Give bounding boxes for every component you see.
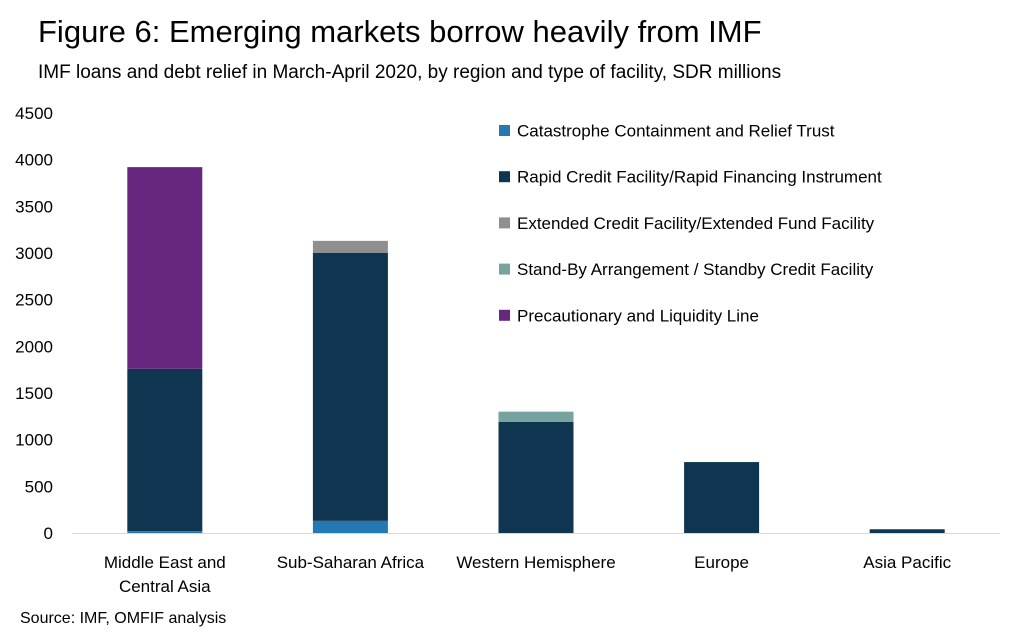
x-tick-label: Sub-Saharan Africa	[277, 553, 425, 572]
bar-segment	[498, 411, 574, 422]
y-tick-label: 1500	[15, 384, 53, 403]
bar-segment	[127, 368, 203, 532]
x-tick-label: Asia Pacific	[863, 553, 951, 572]
y-tick-label: 500	[25, 477, 53, 496]
bar-segment	[869, 529, 945, 533]
legend-label: Catastrophe Containment and Relief Trust	[517, 122, 835, 141]
bar-segment	[312, 520, 388, 533]
bar-stacks	[127, 167, 945, 533]
legend-item: Rapid Credit Facility/Rapid Financing In…	[499, 168, 882, 187]
bar-stack	[498, 411, 574, 533]
legend-swatch	[499, 263, 510, 275]
bar-segment	[127, 167, 203, 369]
y-tick-label: 4500	[15, 104, 53, 123]
legend-label: Extended Credit Facility/Extended Fund F…	[517, 214, 875, 233]
bar-stack	[684, 462, 760, 533]
x-tick-label: Western Hemisphere	[456, 553, 615, 572]
y-tick-label: 2000	[15, 337, 53, 356]
legend-swatch	[499, 217, 510, 229]
bar-segment	[312, 240, 388, 253]
y-axis-tick-labels: 0 500 1000 1500 2000 2500 3000 3500 4000 4500	[15, 104, 53, 543]
chart-title: Figure 6: Emerging markets borrow heavil…	[38, 14, 762, 49]
legend-item: Precautionary and Liquidity Line	[499, 306, 759, 325]
y-tick-label: 2500	[15, 291, 53, 310]
legend-swatch	[499, 171, 510, 183]
y-tick-label: 1000	[15, 431, 53, 450]
bar-stack	[869, 529, 945, 533]
x-axis-tick-labels: Middle East and Central Asia Sub-Saharan A…	[104, 553, 952, 596]
y-tick-label: 4000	[15, 151, 53, 170]
legend-item: Stand-By Arrangement / Standby Credit Fa…	[499, 260, 874, 279]
legend-label: Rapid Credit Facility/Rapid Financing In…	[517, 168, 882, 187]
x-tick-label: Middle East and Central Asia	[104, 553, 226, 596]
legend-swatch	[499, 125, 510, 136]
source-note: Source: IMF, OMFIF analysis	[20, 610, 227, 627]
legend-item: Catastrophe Containment and Relief Trust	[499, 122, 835, 141]
bar-segment	[312, 253, 388, 521]
bar-segment	[498, 421, 574, 533]
y-tick-label: 0	[44, 524, 53, 543]
bar-segment	[684, 462, 760, 533]
bar-stack	[312, 240, 388, 533]
legend-swatch	[499, 309, 510, 321]
legend-label: Stand-By Arrangement / Standby Credit Fa…	[517, 260, 874, 279]
bar-segment	[127, 531, 203, 533]
legend-label: Precautionary and Liquidity Line	[517, 306, 759, 325]
legend-item: Extended Credit Facility/Extended Fund F…	[499, 214, 875, 233]
bar-stack	[127, 167, 203, 533]
y-tick-label: 3500	[15, 197, 53, 216]
chart-subtitle: IMF loans and debt relief in March-April…	[38, 62, 782, 83]
legend: Catastrophe Containment and Relief Trust…	[499, 122, 882, 325]
x-tick-label: Europe	[694, 553, 749, 572]
y-tick-label: 3000	[15, 244, 53, 263]
